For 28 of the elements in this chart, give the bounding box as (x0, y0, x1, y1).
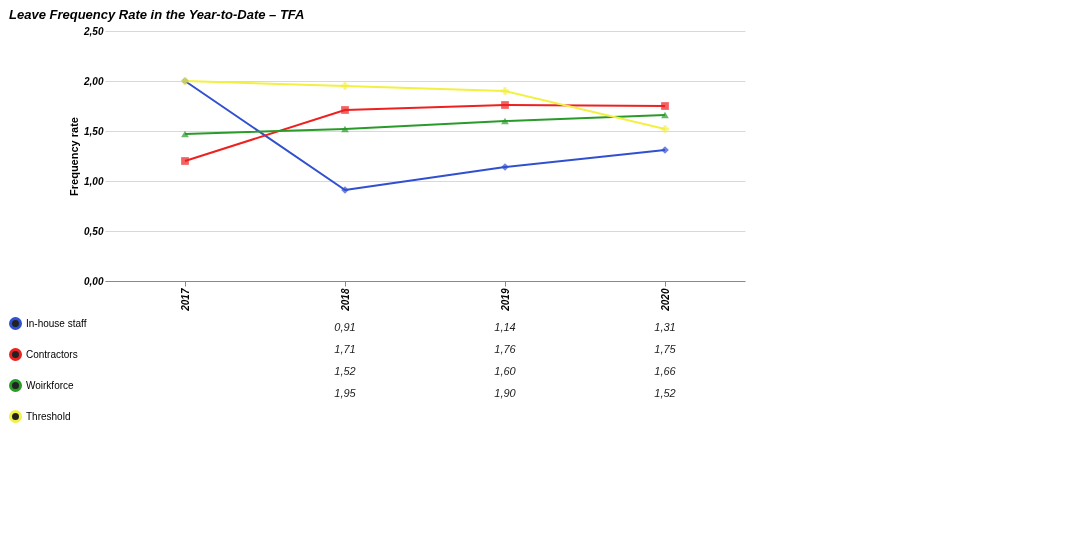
data-label: 1,66 (654, 365, 677, 377)
y-tick-label: 1,00 (84, 175, 104, 187)
data-label: 1,90 (494, 387, 517, 399)
data-label: 1,14 (494, 321, 516, 333)
data-label: 1,60 (494, 365, 517, 377)
x-tick-label: 2017 (179, 288, 191, 312)
data-label: 0,91 (334, 321, 356, 333)
data-label: 1,95 (334, 387, 357, 399)
legend-label: Woirkforce (26, 379, 75, 391)
y-axis-title: Frequency rate (68, 117, 81, 196)
y-tick-label: 2,00 (83, 75, 104, 87)
data-label: 1,75 (654, 343, 677, 355)
data-label: 1,52 (334, 365, 356, 377)
legend-label: Contractors (26, 348, 78, 360)
x-tick-label: 2018 (339, 288, 351, 312)
y-tick-label: 2,50 (83, 25, 104, 37)
data-label: 1,76 (494, 343, 517, 355)
data-label: 1,31 (654, 321, 676, 333)
legend-label: Threshold (26, 410, 71, 422)
chart-title: Leave Frequency Rate in the Year-to-Date – TFA (9, 7, 305, 22)
x-tick-label: 2020 (659, 288, 671, 312)
data-label: 1,71 (334, 343, 356, 355)
data-label: 1,52 (654, 387, 676, 399)
y-tick-label: 0,00 (84, 275, 104, 287)
y-tick-label: 0,50 (84, 225, 104, 237)
y-tick-label: 1,50 (84, 125, 104, 137)
legend-label: In-house staff (26, 317, 87, 329)
x-tick-label: 2019 (499, 288, 511, 312)
